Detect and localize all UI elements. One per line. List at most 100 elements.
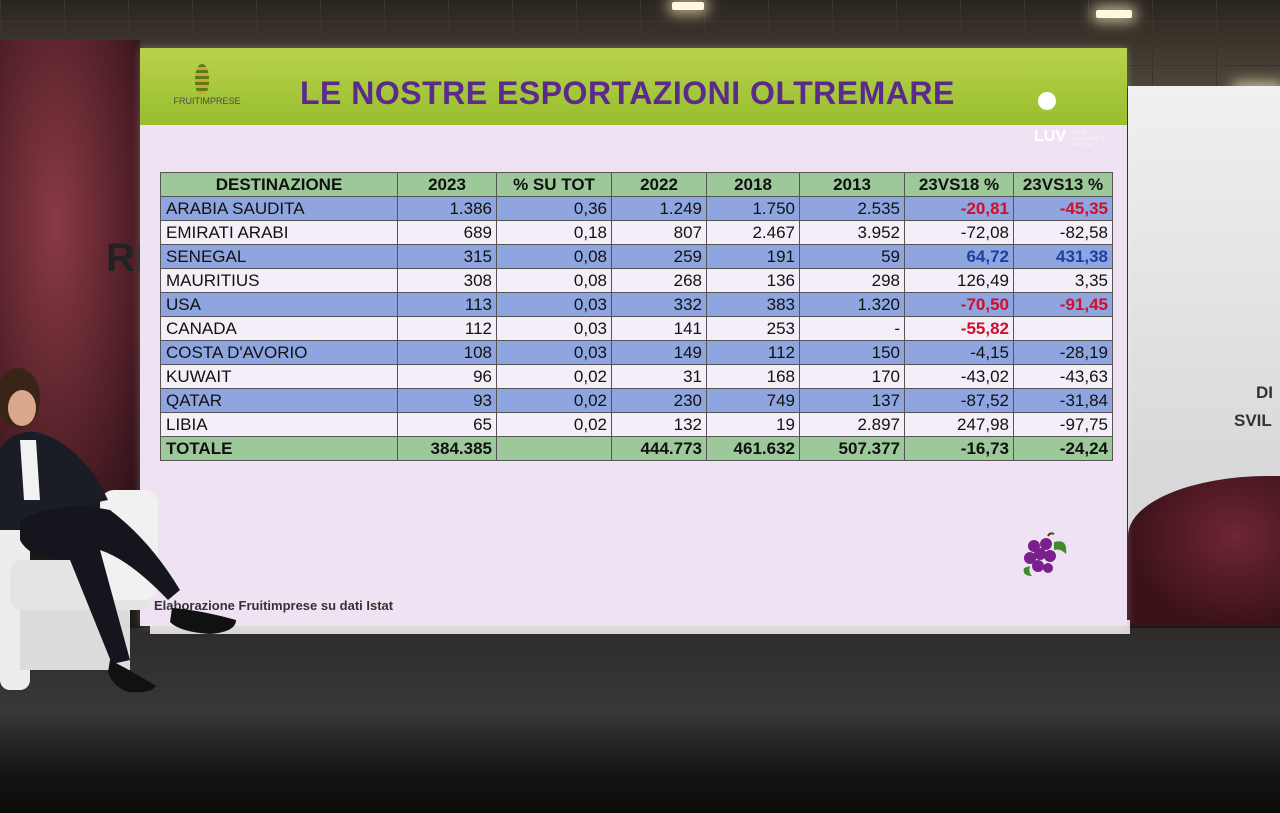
side-banner — [1128, 86, 1280, 626]
value-cell: - — [799, 316, 905, 341]
column-header: 23VS13 % — [1013, 172, 1113, 197]
value-cell: 0,08 — [496, 268, 612, 293]
table-row: LIBIA 65 0,02 132 19 2.897 247,98 -97,75 — [160, 412, 1113, 437]
value-cell: 141 — [611, 316, 707, 341]
value-cell: 112 — [397, 316, 497, 341]
value-cell: 0,03 — [496, 340, 612, 365]
value-cell: 230 — [611, 388, 707, 413]
destination-cell: KUWAIT — [160, 364, 398, 389]
value-cell: 247,98 — [904, 412, 1014, 437]
column-header: 2018 — [706, 172, 800, 197]
value-cell: 31 — [611, 364, 707, 389]
value-cell: -72,08 — [904, 220, 1014, 245]
table-row: KUWAIT 96 0,02 31 168 170 -43,02 -43,63 — [160, 364, 1113, 389]
table-row: ARABIA SAUDITA 1.386 0,36 1.249 1.750 2.535 -2… — [160, 196, 1113, 221]
column-header: DESTINAZIONE — [160, 172, 398, 197]
value-cell: 1.386 — [397, 196, 497, 221]
value-cell: -43,02 — [904, 364, 1014, 389]
side-banner-line: SVIL — [1234, 411, 1272, 430]
destination-cell: QATAR — [160, 388, 398, 413]
grapes-icon — [1023, 532, 1067, 576]
total-value: 507.377 — [799, 436, 905, 461]
value-cell: 253 — [706, 316, 800, 341]
destination-cell: CANADA — [160, 316, 398, 341]
side-banner-line: DI — [1256, 383, 1273, 402]
value-cell: -97,75 — [1013, 412, 1113, 437]
value-cell: -31,84 — [1013, 388, 1113, 413]
value-cell: 298 — [799, 268, 905, 293]
value-cell — [1013, 316, 1113, 341]
value-cell: 1.249 — [611, 196, 707, 221]
value-cell: -45,35 — [1013, 196, 1113, 221]
value-cell: 0,02 — [496, 388, 612, 413]
value-cell: 431,38 — [1013, 244, 1113, 269]
luv-logo-text: LUV — [1034, 128, 1066, 145]
destination-cell: ARABIA SAUDITA — [160, 196, 398, 221]
value-cell: 0,03 — [496, 292, 612, 317]
table-row: COSTA D'AVORIO 108 0,03 149 112 150 -4,15 -28,1… — [160, 340, 1113, 365]
value-cell: 113 — [397, 292, 497, 317]
value-cell: -91,45 — [1013, 292, 1113, 317]
value-cell: -70,50 — [904, 292, 1014, 317]
value-cell: 383 — [706, 292, 800, 317]
destination-cell: EMIRATI ARABI — [160, 220, 398, 245]
value-cell: 170 — [799, 364, 905, 389]
value-cell: 0,02 — [496, 412, 612, 437]
slide-banner: FRUITIMPRESE LE NOSTRE ESPORTAZIONI OLTR… — [140, 48, 1127, 148]
value-cell: 149 — [611, 340, 707, 365]
column-header: 23VS18 % — [904, 172, 1014, 197]
value-cell: 2.897 — [799, 412, 905, 437]
column-header: 2023 — [397, 172, 497, 197]
presenter — [0, 368, 236, 693]
value-cell: 0,08 — [496, 244, 612, 269]
value-cell: 64,72 — [904, 244, 1014, 269]
slide-title: LE NOSTRE ESPORTAZIONI OLTREMARE — [300, 75, 955, 111]
value-cell: 315 — [397, 244, 497, 269]
table-row: QATAR 93 0,02 230 749 137 -87,52 -31,84 — [160, 388, 1113, 413]
value-cell: 96 — [397, 364, 497, 389]
value-cell: 0,02 — [496, 364, 612, 389]
stage-floor — [0, 628, 1280, 813]
value-cell: 807 — [611, 220, 707, 245]
value-cell: 268 — [611, 268, 707, 293]
value-cell: 259 — [611, 244, 707, 269]
value-cell: -20,81 — [904, 196, 1014, 221]
value-cell: 3,35 — [1013, 268, 1113, 293]
value-cell: 137 — [799, 388, 905, 413]
table-row: CANADA 112 0,03 141 253- -55,82 — [160, 316, 1113, 341]
value-cell: 136 — [706, 268, 800, 293]
value-cell: 59 — [799, 244, 905, 269]
value-cell: 112 — [706, 340, 800, 365]
value-cell: 2.467 — [706, 220, 800, 245]
value-cell: 689 — [397, 220, 497, 245]
value-cell: 0,36 — [496, 196, 612, 221]
value-cell: 3.952 — [799, 220, 905, 245]
value-cell: 65 — [397, 412, 497, 437]
source-note: Elaborazione Fruitimprese su dati Istat — [154, 598, 394, 613]
value-cell: 168 — [706, 364, 800, 389]
value-cell: 150 — [799, 340, 905, 365]
destination-cell: SENEGAL — [160, 244, 398, 269]
value-cell: 749 — [706, 388, 800, 413]
value-cell: -87,52 — [904, 388, 1014, 413]
fruitimprese-logo: FRUITIMPRESE — [172, 62, 242, 118]
total-label: TOTALE — [160, 436, 398, 461]
leaf-icon — [195, 64, 209, 94]
total-value: 384.385 — [397, 436, 497, 461]
total-value — [496, 436, 612, 461]
table-row: MAURITIUS 308 0,08 268 136 298 126,49 3,35 — [160, 268, 1113, 293]
luv-logo-subtext: Fiera Nazionale di Verona — [1072, 130, 1106, 148]
table-row: USA 113 0,03 332 383 1.320 -70,50 -91,45 — [160, 292, 1113, 317]
value-cell: 0,18 — [496, 220, 612, 245]
value-cell: 19 — [706, 412, 800, 437]
value-cell: 2.535 — [799, 196, 905, 221]
fruitimprese-logo-text: FRUITIMPRESE — [173, 96, 241, 106]
column-header: 2013 — [799, 172, 905, 197]
ceiling-light — [1096, 10, 1132, 18]
value-cell: -43,63 — [1013, 364, 1113, 389]
value-cell: -55,82 — [904, 316, 1014, 341]
destination-cell: MAURITIUS — [160, 268, 398, 293]
table-header-row: DESTINAZIONE 2023 % SU TOT 2022 2018 201… — [160, 172, 1113, 197]
total-value: -24,24 — [1013, 436, 1113, 461]
column-header: % SU TOT — [496, 172, 612, 197]
